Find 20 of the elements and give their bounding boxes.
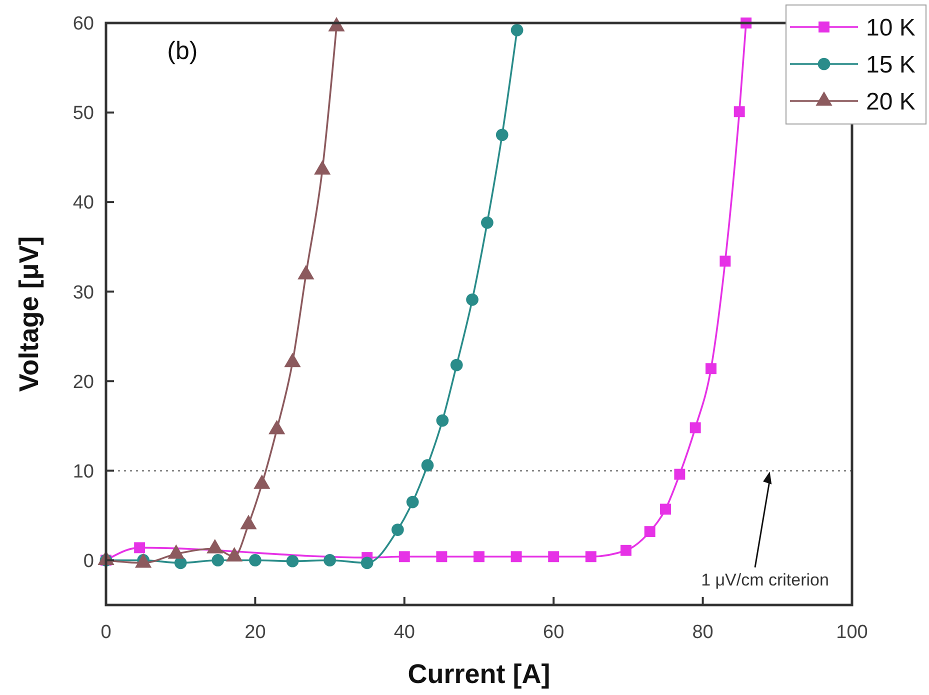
y-tick-label: 30 xyxy=(72,282,94,304)
legend-label: 10 K xyxy=(866,14,916,42)
annotation: 1 μV/cm criterion xyxy=(701,570,829,590)
x-axis-title: Current [A] xyxy=(408,659,550,689)
x-tick-label: 60 xyxy=(543,622,564,643)
x-tick-label: 20 xyxy=(244,622,266,643)
x-tick-label: 0 xyxy=(100,622,112,643)
legend-label: 15 K xyxy=(866,51,916,78)
y-axis-title: Voltage [μV] xyxy=(14,236,44,392)
y-tick-label: 20 xyxy=(72,372,94,393)
x-tick-label: 80 xyxy=(692,622,714,643)
x-tick-label: 100 xyxy=(836,622,868,643)
y-tick-label: 0 xyxy=(83,550,94,572)
y-tick-label: 60 xyxy=(72,14,94,35)
legend-label: 20 K xyxy=(866,88,916,116)
x-tick-label: 40 xyxy=(394,622,415,643)
y-tick-label: 10 xyxy=(72,461,94,482)
y-tick-label: 40 xyxy=(72,192,94,214)
y-tick-label: 50 xyxy=(72,103,94,124)
annotation: (b) xyxy=(167,36,198,65)
